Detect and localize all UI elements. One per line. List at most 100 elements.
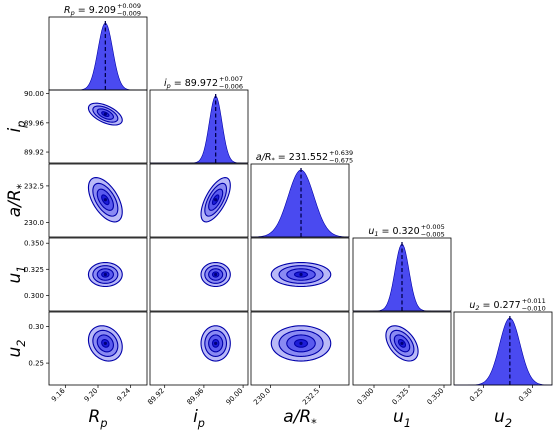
- hist-title-sup-Rp: +0.009: [117, 2, 141, 10]
- hist-title-u1: u1 = 0.320: [368, 226, 419, 238]
- x-tick-label-Rp: 9.24: [115, 386, 132, 403]
- contour-peak: [214, 272, 218, 277]
- hist-fill-ip: [150, 95, 248, 164]
- x-axis-label-Rp: Rp: [89, 407, 108, 430]
- y-tick-label-ip: 90.00: [24, 90, 44, 98]
- hist-panel-aR: a/R* = 231.552 +0.639−0.675: [250, 149, 353, 238]
- hist-title-sup-u1: +0.005: [421, 223, 445, 231]
- y-axis-ip: 89.92 89.96 90.00 ip: [5, 90, 49, 157]
- y-tick-label-ip: 89.92: [24, 149, 44, 157]
- x-axis-ip: 89.92 89.96 90.00 ip: [146, 385, 245, 430]
- contour-peak: [103, 112, 107, 116]
- hist-panel-Rp: Rp = 9.209 +0.009−0.009: [48, 2, 148, 91]
- y-axis-u1: 0.300 0.325 0.350 u1: [5, 240, 49, 300]
- y-axis-label-aR: a/R*: [5, 183, 28, 217]
- contour-frame: [352, 311, 452, 386]
- x-tick-label-Rp: 9.20: [83, 387, 100, 404]
- x-tick-label-Rp: 9.16: [50, 386, 67, 403]
- contour-panel-u1-vs-Rp: [48, 237, 148, 312]
- contour-panel-aR-vs-ip: [149, 163, 249, 238]
- contour-panel-ip-vs-Rp: [48, 89, 148, 164]
- contour-frame: [250, 237, 350, 312]
- hist-frame-aR: [250, 163, 350, 238]
- hist-fill-aR: [250, 169, 350, 238]
- contour-frame: [48, 89, 148, 164]
- y-axis-aR: 230.0 232.5a/R*: [5, 182, 49, 227]
- y-tick-label-aR: 232.5: [24, 182, 44, 190]
- contour-frame: [149, 311, 249, 386]
- x-axis-label-u2: u2: [494, 407, 512, 430]
- y-tick-label-u2: 0.30: [28, 323, 44, 331]
- x-tick-label-u2: 0.30: [517, 387, 534, 404]
- y-tick-label-u1: 0.350: [24, 240, 44, 248]
- contour-peak: [103, 272, 107, 277]
- y-tick-label-aR: 230.0: [24, 219, 44, 227]
- contour-peak: [214, 198, 218, 202]
- x-axis-label-u1: u1: [393, 407, 411, 430]
- hist-panel-u2: u2 = 0.277 +0.011−0.010: [453, 297, 553, 386]
- contour-panel-u2-vs-aR: [250, 311, 350, 386]
- x-tick-label-u1: 0.325: [391, 387, 411, 407]
- hist-panel-u1: u1 = 0.320 +0.005−0.005: [352, 223, 452, 312]
- hist-title-sup-u2: +0.011: [522, 297, 546, 305]
- hist-title-sub-Rp: −0.009: [117, 10, 141, 18]
- x-axis-aR: 230.0 232.5a/R*: [252, 385, 321, 430]
- hist-title-sub-u1: −0.005: [421, 231, 445, 239]
- x-axis-label-ip: ip: [193, 407, 205, 430]
- contour-panel-u1-vs-aR: [250, 237, 350, 312]
- y-axis-label-ip: ip: [5, 121, 28, 133]
- hist-title-sup-aR: +0.639: [329, 149, 353, 157]
- contour-peak: [103, 198, 107, 202]
- contour-peak: [400, 341, 404, 345]
- x-tick-label-ip: 90.00: [225, 387, 245, 407]
- y-axis-label-u1: u1: [5, 266, 28, 284]
- contour-frame: [149, 163, 249, 238]
- hist-fill-Rp: [49, 22, 147, 91]
- hist-panel-ip: ip = 89.972 +0.007−0.006: [149, 75, 249, 164]
- x-axis-label-aR: a/R*: [283, 407, 317, 430]
- hist-title-sup-ip: +0.007: [219, 75, 243, 83]
- hist-title-Rp: Rp = 9.209: [64, 5, 116, 17]
- x-tick-label-u1: 0.300: [356, 387, 376, 407]
- contour-peak: [214, 341, 218, 345]
- hist-title-sub-aR: −0.675: [329, 157, 353, 165]
- hist-title-ip: ip = 89.972: [164, 78, 218, 90]
- contour-peak: [103, 341, 107, 345]
- contour-panel-u1-vs-ip: [149, 237, 249, 312]
- hist-title-u2: u2 = 0.277: [469, 300, 520, 312]
- x-axis-u2: 0.25 0.30 u2: [468, 385, 534, 430]
- hist-title-aR: a/R* = 231.552: [256, 152, 328, 164]
- hist-frame-u2: [453, 311, 553, 386]
- hist-frame-u1: [352, 237, 452, 312]
- hist-frame-ip: [149, 89, 249, 164]
- x-tick-label-u1: 0.350: [426, 387, 446, 407]
- x-tick-label-ip: 89.96: [185, 386, 205, 406]
- hist-fill-u2: [454, 317, 553, 386]
- x-tick-label-aR: 230.0: [252, 387, 272, 407]
- contour-panel-u2-vs-u1: [352, 311, 452, 386]
- contour-peak: [299, 341, 303, 345]
- y-axis-label-u2: u2: [5, 340, 28, 358]
- contour-panel-u2-vs-Rp: [48, 311, 148, 386]
- y-tick-label-u2: 0.25: [28, 360, 44, 368]
- x-axis-u1: 0.300 0.325 0.350 u1: [356, 385, 446, 430]
- contour-frame: [250, 311, 350, 386]
- y-axis-u2: 0.25 0.30 u2: [5, 323, 49, 368]
- hist-title-sub-ip: −0.006: [219, 83, 243, 91]
- y-tick-label-u1: 0.300: [24, 292, 44, 300]
- contour-frame: [48, 163, 148, 238]
- contour-peak: [299, 272, 303, 277]
- y-tick-label-ip: 89.96: [24, 119, 45, 127]
- hist-title-sub-u2: −0.010: [522, 305, 546, 313]
- x-tick-label-ip: 89.92: [146, 387, 166, 407]
- x-tick-label-u2: 0.25: [468, 387, 485, 404]
- contour-panel-u2-vs-ip: [149, 311, 249, 386]
- y-tick-label-u1: 0.325: [24, 266, 44, 274]
- contour-frame: [149, 237, 249, 312]
- contour-frame: [48, 237, 148, 312]
- contour-panel-aR-vs-Rp: [48, 163, 148, 238]
- x-axis-Rp: 9.16 9.20 9.24 Rp: [50, 385, 132, 430]
- x-tick-label-aR: 232.5: [301, 387, 321, 407]
